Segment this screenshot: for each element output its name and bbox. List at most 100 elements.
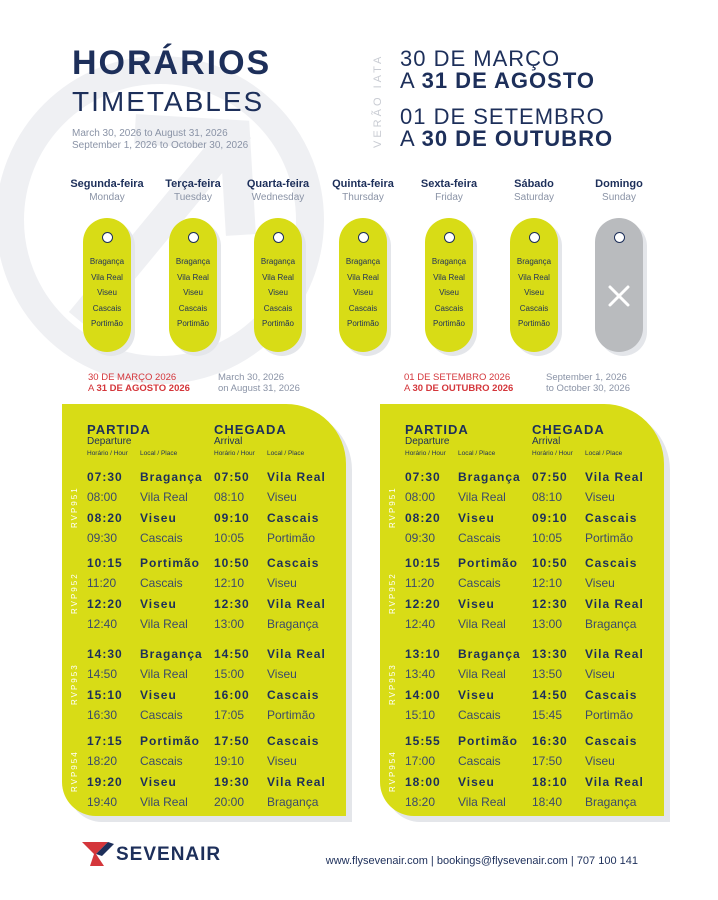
- departure-place: Vila Real: [140, 616, 188, 631]
- arrival-place: Bragança: [585, 794, 637, 809]
- departure-place: Viseu: [140, 510, 177, 525]
- pill-operating: Bragança Vila Real Viseu Cascais Portimão: [510, 218, 558, 352]
- arrival-place: Vila Real: [585, 774, 644, 789]
- arrival-time: 16:00: [214, 687, 250, 702]
- pill-city: Bragança: [260, 257, 296, 266]
- departure-place: Bragança: [140, 647, 203, 661]
- pill-operating: Bragança Vila Real Viseu Cascais Portimão: [83, 218, 131, 352]
- pill-operating: Bragança Vila Real Viseu Cascais Portimão: [425, 218, 473, 352]
- arrival-time: 19:10: [214, 754, 245, 769]
- arrival-time: 18:40: [532, 794, 563, 809]
- footer-contact: www.flysevenair.com | bookings@flysevena…: [325, 855, 638, 867]
- date-range-2: September 1, 2026 to October 30, 2026: [72, 140, 249, 151]
- day-pill: Bragança Vila Real Viseu Cascais Portimão: [169, 218, 221, 356]
- pill-city: Viseu: [439, 288, 459, 297]
- arrival-place: Viseu: [267, 576, 297, 591]
- departure-heading: PARTIDA: [405, 422, 469, 437]
- sevenair-logo: SEVENAIR: [82, 840, 232, 868]
- pill-city: Cascais: [348, 303, 378, 313]
- arrival-place: Viseu: [267, 754, 297, 769]
- arrival-place: Viseu: [267, 667, 297, 682]
- right-range-en: September 1, 2026 to October 30, 2026: [546, 372, 630, 394]
- departure-place: Viseu: [458, 774, 495, 789]
- arrival-time: 14:50: [532, 687, 568, 702]
- day-name-en: Thursday: [342, 192, 384, 203]
- day-name-en: Friday: [435, 192, 463, 203]
- departure-place: Vila Real: [140, 794, 188, 809]
- timetable-panel-summer: PARTIDA Departure Horário / Hour Local / Pl…: [62, 404, 346, 816]
- period1-end: A 31 DE AGOSTO: [400, 68, 595, 93]
- pill-operating: Bragança Vila Real Viseu Cascais Portimão: [169, 218, 217, 352]
- departure-time: 08:20: [87, 510, 123, 525]
- departure-time: 15:10: [405, 707, 436, 722]
- departure-place: Viseu: [458, 596, 495, 611]
- pill-hole-icon: [102, 232, 113, 243]
- pill-operating: Bragança Vila Real Viseu Cascais Portimão: [254, 218, 302, 352]
- arrival-time: 12:30: [532, 596, 568, 611]
- pill-city: Portimão: [517, 319, 550, 328]
- arrival-time: 12:30: [214, 596, 250, 611]
- arrival-time: 10:05: [532, 530, 563, 545]
- page-subtitle: TIMETABLES: [72, 86, 265, 117]
- arrival-time: 13:50: [532, 667, 563, 682]
- arrival-time: 10:50: [532, 556, 568, 570]
- pill-city: Portimão: [346, 319, 379, 328]
- arrival-place: Cascais: [267, 734, 320, 748]
- pill-city: Portimão: [432, 319, 465, 328]
- time-header: Horário / Hour: [532, 450, 573, 457]
- departure-time: 18:20: [405, 794, 436, 809]
- arrival-time: 15:45: [532, 707, 563, 722]
- departure-time: 12:20: [405, 596, 441, 611]
- departure-time: 12:40: [405, 616, 436, 631]
- arrival-heading: CHEGADA: [532, 422, 605, 437]
- season-label: VERÃO IATA: [372, 53, 384, 148]
- arrival-heading-en: Arrival: [532, 436, 561, 447]
- departure-time: 14:00: [405, 687, 441, 702]
- departure-place: Cascais: [140, 754, 183, 769]
- departure-heading-en: Departure: [405, 436, 450, 447]
- period2-end: A 30 DE OUTUBRO: [400, 126, 614, 151]
- arrival-place: Vila Real: [267, 470, 326, 484]
- arrival-place: Viseu: [585, 490, 615, 505]
- arrival-place: Bragança: [267, 616, 319, 631]
- departure-place: Cascais: [458, 707, 501, 722]
- day-pill: [595, 218, 647, 356]
- departure-time: 13:40: [405, 667, 436, 682]
- pill-city: Viseu: [268, 288, 288, 297]
- sevenair-logo-icon: [82, 842, 114, 866]
- departure-place: Viseu: [140, 687, 177, 702]
- day-column: Terça-feira Tuesday Bragança Vila Real Viseu…: [150, 178, 236, 356]
- arrival-place: Bragança: [267, 794, 319, 809]
- flight-code: RVP951: [388, 486, 397, 528]
- period2-start: 01 DE SETEMBRO: [400, 104, 605, 129]
- arrival-time: 16:30: [532, 734, 568, 748]
- arrival-time: 17:50: [214, 734, 250, 748]
- arrival-time: 08:10: [214, 490, 245, 505]
- arrival-time: 10:05: [214, 530, 245, 545]
- day-name-en: Monday: [89, 192, 125, 203]
- brand-name: SEVENAIR: [116, 844, 222, 865]
- arrival-time: 07:50: [532, 470, 568, 484]
- pill-hole-icon: [273, 232, 284, 243]
- arrival-place: Portimão: [267, 707, 316, 722]
- pill-hole-icon: [444, 232, 455, 243]
- arrival-time: 07:50: [214, 470, 250, 484]
- flight-code: RVP952: [70, 572, 79, 614]
- arrival-place: Cascais: [585, 687, 638, 702]
- pill-city-list: Bragança Vila Real Viseu Cascais Portimão: [339, 254, 387, 332]
- arrival-time: 15:00: [214, 667, 245, 682]
- arrival-place: Viseu: [585, 576, 615, 591]
- day-column: Quarta-feira Wednesday Bragança Vila Real Vi…: [235, 178, 321, 356]
- departure-place: Portimão: [458, 734, 519, 748]
- arrival-place: Cascais: [267, 510, 320, 525]
- departure-place: Cascais: [140, 530, 183, 545]
- day-pill: Bragança Vila Real Viseu Cascais Portimão: [254, 218, 306, 356]
- arrival-place: Viseu: [585, 667, 615, 682]
- arrival-time: 09:10: [214, 510, 250, 525]
- arrival-place: Viseu: [585, 754, 615, 769]
- day-name-pt: Quarta-feira: [246, 178, 310, 190]
- pill-hole-icon: [358, 232, 369, 243]
- pill-city: Vila Real: [518, 272, 550, 282]
- flight-code: RVP951: [70, 486, 79, 528]
- arrival-time: 20:00: [214, 794, 245, 809]
